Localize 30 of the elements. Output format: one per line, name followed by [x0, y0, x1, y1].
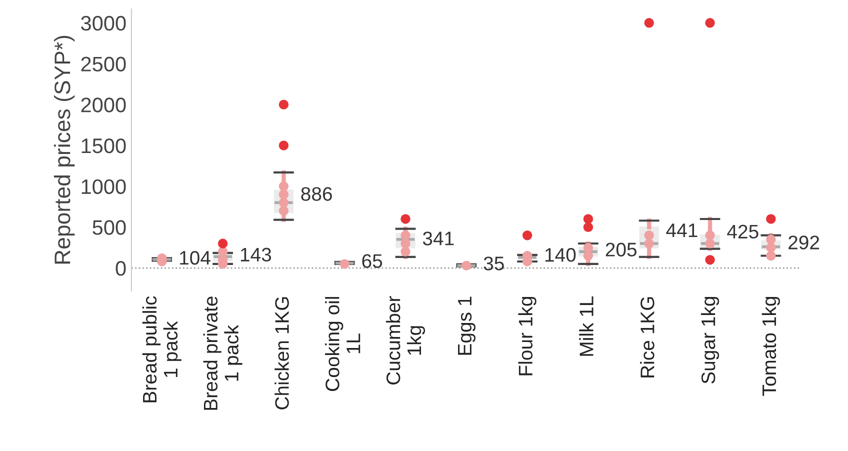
x-tick-label: Rice 1KG	[640, 297, 654, 378]
x-tick-label: Milk 1L	[579, 296, 594, 356]
y-tick-label: 1500	[82, 138, 126, 154]
annotation: 104	[180, 250, 210, 265]
y-tick-label: 1000	[82, 179, 126, 194]
y-tick-label: 2500	[81, 56, 126, 72]
annotation: 205	[606, 242, 636, 256]
x-tick-label: Flour 1kg	[518, 297, 536, 376]
x-tick-label: Cooking oil 1L	[325, 297, 360, 391]
y-tick-label: 2000	[81, 98, 126, 112]
annotation: 441	[666, 224, 698, 238]
annotation: 35	[484, 256, 504, 270]
y-tick-label: 3000	[81, 16, 126, 31]
x-tick-label: Bread private 1 pack	[203, 296, 242, 410]
annotation: 341	[422, 232, 454, 246]
y-tick-label: 500	[92, 220, 126, 235]
x-tick-label: Tomato 1kg	[762, 297, 780, 396]
y-axis-title: Reported prices (SYP*)	[54, 36, 75, 264]
annotation: 886	[301, 187, 332, 201]
x-tick-label: Eggs 1	[458, 296, 476, 355]
y-tick-label: 0	[116, 261, 126, 276]
annotation: 425	[727, 224, 758, 239]
x-tick-label: Bread public 1 pack	[142, 296, 182, 402]
annotation: 292	[788, 236, 820, 250]
annotation: 140	[545, 248, 576, 262]
annotation: 143	[240, 248, 272, 262]
x-tick-label: Cucumber 1kg	[386, 296, 426, 384]
x-tick-label: Sugar 1kg	[700, 297, 720, 384]
annotation: 65	[362, 254, 382, 268]
x-tick-label: Chicken 1KG	[274, 297, 289, 410]
